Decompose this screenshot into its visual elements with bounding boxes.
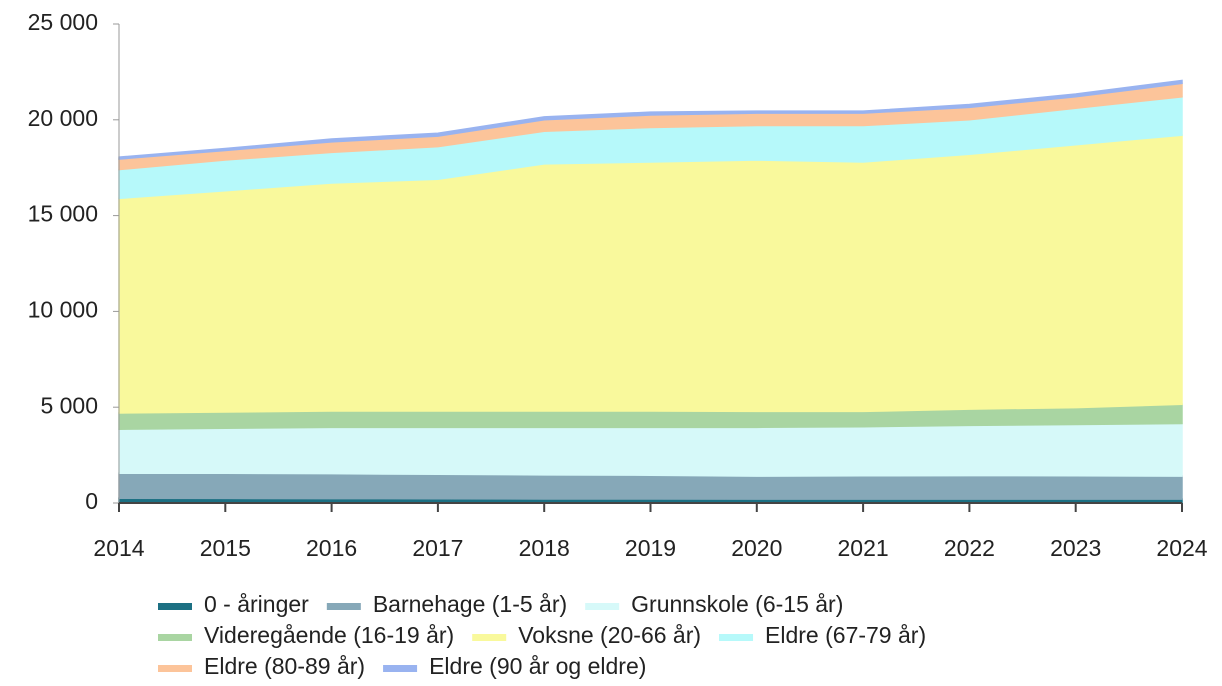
legend-swatch [719, 634, 754, 641]
x-tick-label: 2021 [838, 535, 889, 561]
x-tick-label: 2020 [731, 535, 782, 561]
x-tick-label: 2018 [519, 535, 570, 561]
y-tick-label: 10 000 [28, 296, 98, 322]
y-tick-label: 0 [85, 488, 98, 514]
legend-label: 0 - åringer [204, 591, 309, 617]
legend-label: Barnehage (1-5 år) [373, 591, 567, 617]
legend-swatch [158, 603, 192, 610]
area [118, 79, 1183, 160]
legend-swatch [472, 634, 507, 641]
area [118, 422, 1183, 477]
x-tick-label: 2022 [944, 535, 995, 561]
y-tick-label: 5 000 [40, 392, 98, 418]
y-tick-label: 15 000 [28, 201, 98, 227]
x-tick-label: 2014 [93, 535, 144, 561]
legend-label: Eldre (80-89 år) [204, 653, 365, 679]
x-tick-label: 2019 [625, 535, 676, 561]
y-tick-label: 20 000 [28, 105, 98, 131]
x-tick-label: 2017 [412, 535, 463, 561]
legend-label: Voksne (20-66 år) [518, 622, 701, 648]
legend-label: Grunnskole (6-15 år) [631, 591, 843, 617]
legend-swatch [326, 603, 361, 610]
legend-swatch [383, 665, 418, 672]
x-tick-label: 2016 [306, 535, 357, 561]
x-tick-label: 2023 [1050, 535, 1101, 561]
x-tick-label: 2024 [1156, 535, 1207, 561]
legend-swatch [158, 665, 192, 672]
legend-label: Eldre (67-79 år) [765, 622, 926, 648]
area [118, 472, 1183, 500]
legend-swatch [158, 634, 192, 641]
y-tick-label: 25 000 [28, 9, 98, 35]
legend-label: Eldre (90 år og eldre) [429, 653, 646, 679]
legend-label: Videregående (16-19 år) [204, 622, 454, 648]
x-tick-label: 2015 [200, 535, 251, 561]
legend-swatch [585, 603, 620, 610]
